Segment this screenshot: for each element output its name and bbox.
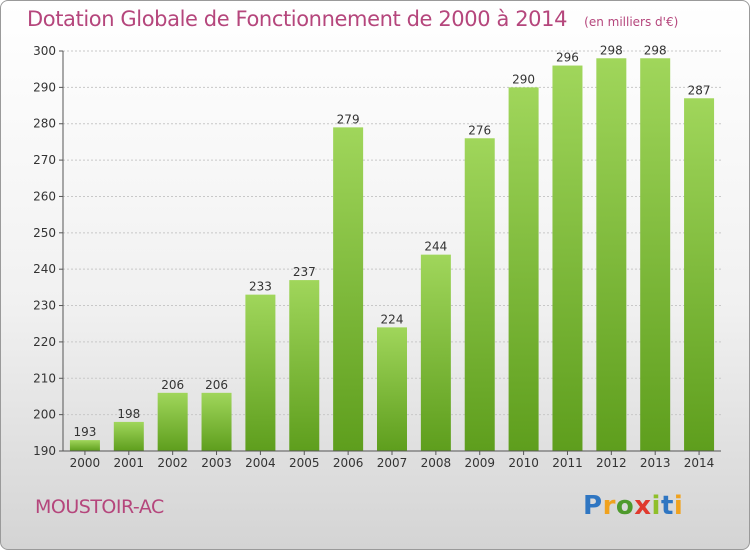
- x-tick-label: 2008: [421, 456, 452, 470]
- x-tick-label: 2013: [640, 456, 671, 470]
- bar: [201, 392, 232, 451]
- bar: [420, 254, 451, 451]
- bar: [333, 127, 364, 451]
- y-tick-label: 270: [33, 153, 56, 167]
- x-tick-label: 2001: [114, 456, 145, 470]
- y-tick-label: 290: [33, 80, 56, 94]
- data-label: 279: [337, 112, 360, 126]
- logo-letter: t: [660, 491, 674, 521]
- x-tick-label: 2004: [245, 456, 276, 470]
- y-tick-label: 210: [33, 371, 56, 385]
- y-tick-label: 260: [33, 189, 56, 203]
- logo-letter: P: [583, 491, 603, 521]
- x-tick-label: 2006: [333, 456, 364, 470]
- x-tick-label: 2014: [684, 456, 715, 470]
- data-label: 276: [468, 123, 491, 137]
- data-label: 296: [556, 51, 579, 65]
- data-label: 193: [73, 425, 96, 439]
- logo-letter: i: [673, 491, 684, 521]
- x-tick-label: 2005: [289, 456, 320, 470]
- y-tick-label: 220: [33, 335, 56, 349]
- data-label: 298: [644, 43, 667, 57]
- logo-letter: o: [615, 491, 635, 521]
- data-label: 206: [205, 378, 228, 392]
- y-tick-label: 300: [33, 44, 56, 58]
- bar: [113, 421, 144, 451]
- y-tick-label: 250: [33, 226, 56, 240]
- city-name: MOUSTOIR-AC: [35, 496, 164, 518]
- bar: [508, 87, 539, 451]
- bar: [640, 58, 671, 451]
- y-tick-label: 200: [33, 408, 56, 422]
- chart-header: Dotation Globale de Fonctionnement de 20…: [27, 7, 678, 31]
- bar: [69, 440, 100, 451]
- x-tick-label: 2009: [464, 456, 495, 470]
- bar: [289, 280, 320, 451]
- axes: 190 200 210 220 230 240 250 260 270 280 290 300 2000…: [33, 44, 721, 470]
- logo-letter: r: [602, 491, 616, 521]
- y-tick-label: 230: [33, 299, 56, 313]
- y-tick-label: 240: [33, 262, 56, 276]
- data-label: 198: [117, 407, 140, 421]
- y-tick-label: 190: [33, 444, 56, 458]
- bar: [552, 65, 583, 451]
- x-tick-label: 2000: [70, 456, 101, 470]
- x-tick-label: 2011: [552, 456, 583, 470]
- bar: [596, 58, 627, 451]
- data-label: 290: [512, 72, 535, 86]
- y-tick-label: 280: [33, 117, 56, 131]
- bars: 193 198 206 206 233 237 279 224 244 276 290 296 298 2…: [69, 43, 715, 452]
- data-label: 287: [688, 83, 711, 97]
- bar: [684, 98, 715, 451]
- logo-letter: i: [651, 491, 661, 521]
- data-label: 237: [293, 265, 316, 279]
- logo-letter: x: [634, 491, 652, 521]
- data-label: 244: [424, 240, 447, 254]
- proxiti-logo[interactable]: Proxiti: [583, 491, 683, 521]
- bar: [245, 294, 276, 451]
- data-label: 206: [161, 378, 184, 392]
- x-tick-label: 2002: [157, 456, 188, 470]
- x-tick-label: 2010: [508, 456, 539, 470]
- chart-unit: (en milliers d'€): [584, 15, 679, 29]
- chart-title: Dotation Globale de Fonctionnement de 20…: [27, 7, 568, 31]
- data-label: 224: [381, 312, 404, 326]
- data-label: 298: [600, 43, 623, 57]
- bar: [464, 138, 495, 452]
- bar: [157, 392, 188, 451]
- x-tick-label: 2003: [201, 456, 232, 470]
- x-tick-label: 2007: [377, 456, 408, 470]
- data-label: 233: [249, 280, 272, 294]
- x-tick-label: 2012: [596, 456, 627, 470]
- bar: [377, 327, 407, 451]
